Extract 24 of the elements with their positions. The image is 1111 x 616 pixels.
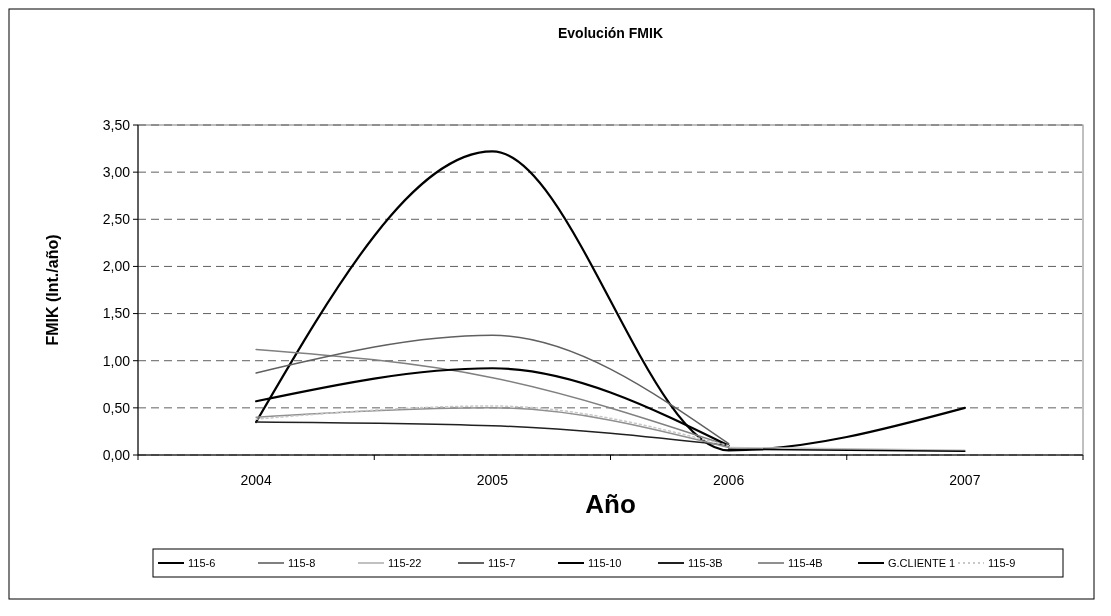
y-tick-label: 3,50 xyxy=(102,116,131,133)
chart-title: Evolución FMIK xyxy=(558,25,663,41)
legend-label: 115-7 xyxy=(488,556,516,569)
x-tick-label: 2005 xyxy=(476,472,509,488)
legend-label: 115-6 xyxy=(188,556,216,569)
legend-label: 115-8 xyxy=(288,556,316,569)
y-tick-label: 1,50 xyxy=(102,305,131,322)
legend-label: 115-22 xyxy=(388,556,422,569)
legend-label: 115-3B xyxy=(688,556,723,569)
x-tick-label: 2007 xyxy=(949,472,981,488)
legend-label: 115-4B xyxy=(788,556,823,569)
y-tick-label: 2,00 xyxy=(102,258,131,275)
legend-label: 115-10 xyxy=(588,556,622,569)
legend-label: G.CLIENTE 1 xyxy=(888,556,956,569)
legend-label: 115-9 xyxy=(988,556,1016,569)
y-tick-label: 0,50 xyxy=(102,399,131,416)
y-tick-label: 3,00 xyxy=(102,164,131,181)
x-tick-label: 2006 xyxy=(713,472,745,488)
x-tick-label: 2004 xyxy=(240,472,272,488)
y-axis-title: FMIK (Int./año) xyxy=(44,234,61,346)
y-tick-label: 0,00 xyxy=(102,446,131,463)
y-tick-label: 1,00 xyxy=(102,352,131,369)
y-tick-label: 2,50 xyxy=(102,211,131,228)
x-axis-title: Año xyxy=(585,489,636,519)
